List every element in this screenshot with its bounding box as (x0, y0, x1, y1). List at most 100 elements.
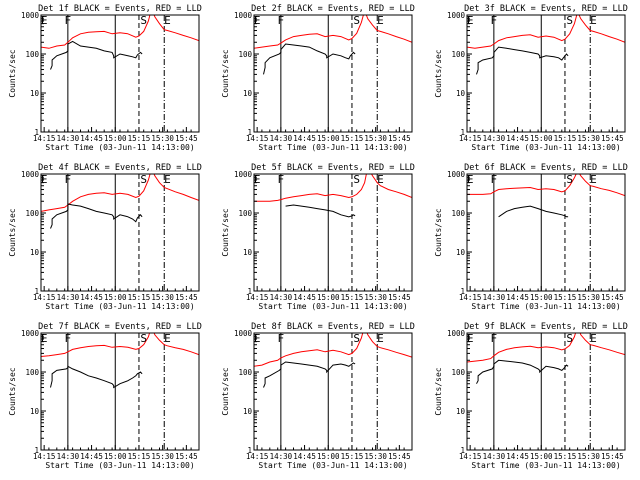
x-axis-label: Start Time (03-Jun-11 14:13:00) (471, 143, 620, 152)
series-lld-line (467, 15, 625, 49)
x-tick-label: 15:45 (175, 452, 198, 461)
panel-title: Det 7f BLACK = Events, RED = LLD (38, 322, 202, 332)
phase-marker: S (353, 332, 360, 345)
x-axis-label: Start Time (03-Jun-11 14:13:00) (45, 461, 194, 470)
x-tick-label: 15:00 (317, 134, 340, 143)
plot-area (254, 174, 412, 291)
phase-marker: F (65, 332, 72, 345)
x-tick-label: 15:30 (364, 293, 387, 302)
x-tick-label: 15:00 (530, 134, 553, 143)
y-tick-label: 10 (456, 89, 466, 98)
x-tick-label: 14:45 (506, 452, 529, 461)
y-tick-label: 1 (34, 446, 39, 455)
y-axis-label: Counts/sec (434, 49, 443, 97)
x-tick-label: 15:30 (577, 452, 600, 461)
x-tick-label: 15:15 (128, 134, 151, 143)
x-tick-label: 15:00 (104, 452, 127, 461)
y-tick-label: 10 (243, 407, 253, 416)
y-axis-label: Counts/sec (434, 367, 443, 415)
y-tick-label: 100 (238, 50, 252, 59)
x-axis-label: Start Time (03-Jun-11 14:13:00) (258, 302, 407, 311)
series-events-line (498, 205, 569, 218)
y-tick-label: 1000 (21, 11, 40, 20)
y-tick-label: 1000 (234, 11, 253, 20)
series-events-line (285, 204, 356, 218)
y-tick-label: 1 (247, 287, 252, 296)
phase-marker: F (491, 332, 498, 345)
phase-marker: S (140, 14, 147, 27)
phase-marker: F (491, 14, 498, 27)
x-tick-label: 15:00 (104, 293, 127, 302)
series-lld-line (254, 333, 412, 367)
x-tick-label: 14:45 (80, 293, 103, 302)
y-axis-label: Counts/sec (434, 208, 443, 256)
x-tick-label: 15:45 (601, 293, 624, 302)
phase-marker: E (590, 173, 597, 186)
x-tick-label: 14:45 (293, 452, 316, 461)
axes-frame (466, 14, 626, 133)
series-lld-line (254, 15, 412, 49)
y-tick-label: 10 (30, 89, 40, 98)
y-tick-label: 100 (238, 368, 252, 377)
axes-frame (253, 173, 413, 292)
phase-marker: E (377, 14, 384, 27)
series-events-line (476, 46, 569, 75)
y-axis-label: Counts/sec (221, 208, 230, 256)
x-tick-label: 14:30 (57, 134, 80, 143)
x-tick-label: 14:45 (80, 134, 103, 143)
phase-marker: F (278, 173, 285, 186)
panel-title: Det 4f BLACK = Events, RED = LLD (38, 163, 202, 173)
x-axis-label: Start Time (03-Jun-11 14:13:00) (258, 461, 407, 470)
phase-marker: S (353, 173, 360, 186)
x-tick-label: 15:15 (128, 452, 151, 461)
x-tick-label: 15:30 (151, 452, 174, 461)
phase-marker: E (377, 332, 384, 345)
y-tick-label: 100 (238, 209, 252, 218)
axes-frame (253, 14, 413, 133)
x-tick-label: 14:30 (483, 293, 506, 302)
y-tick-label: 1000 (447, 170, 466, 179)
series-events-line (50, 365, 143, 389)
plot-area (41, 174, 199, 291)
series-lld-line (41, 333, 199, 357)
series-lld-line (254, 174, 412, 202)
x-tick-label: 14:30 (270, 293, 293, 302)
phase-marker: E (254, 14, 261, 27)
x-tick-label: 15:45 (601, 452, 624, 461)
x-axis-label: Start Time (03-Jun-11 14:13:00) (471, 461, 620, 470)
x-tick-label: 14:30 (483, 452, 506, 461)
series-events-line (263, 361, 356, 388)
x-tick-label: 15:00 (317, 452, 340, 461)
phase-marker: E (41, 332, 48, 345)
y-tick-label: 100 (25, 368, 39, 377)
x-tick-label: 14:15 (246, 452, 269, 461)
plot-area (467, 333, 625, 450)
y-tick-label: 100 (451, 209, 465, 218)
panel-title: Det 9f BLACK = Events, RED = LLD (464, 322, 628, 332)
axes-frame (466, 332, 626, 451)
phase-marker: F (491, 173, 498, 186)
plot-area (254, 333, 412, 450)
x-tick-label: 15:30 (577, 293, 600, 302)
series-events-line (50, 40, 143, 70)
series-events-line (476, 359, 569, 384)
x-tick-label: 15:30 (577, 134, 600, 143)
y-tick-label: 10 (30, 407, 40, 416)
x-tick-label: 14:30 (57, 452, 80, 461)
phase-marker: E (467, 332, 474, 345)
phase-marker: S (566, 14, 573, 27)
panel-title: Det 6f BLACK = Events, RED = LLD (464, 163, 628, 173)
y-tick-label: 10 (243, 248, 253, 257)
x-tick-label: 15:30 (151, 134, 174, 143)
y-tick-label: 1000 (234, 329, 253, 338)
x-tick-label: 15:45 (175, 293, 198, 302)
x-tick-label: 15:15 (128, 293, 151, 302)
y-axis-label: Counts/sec (221, 367, 230, 415)
panel-title: Det 8f BLACK = Events, RED = LLD (251, 322, 415, 332)
